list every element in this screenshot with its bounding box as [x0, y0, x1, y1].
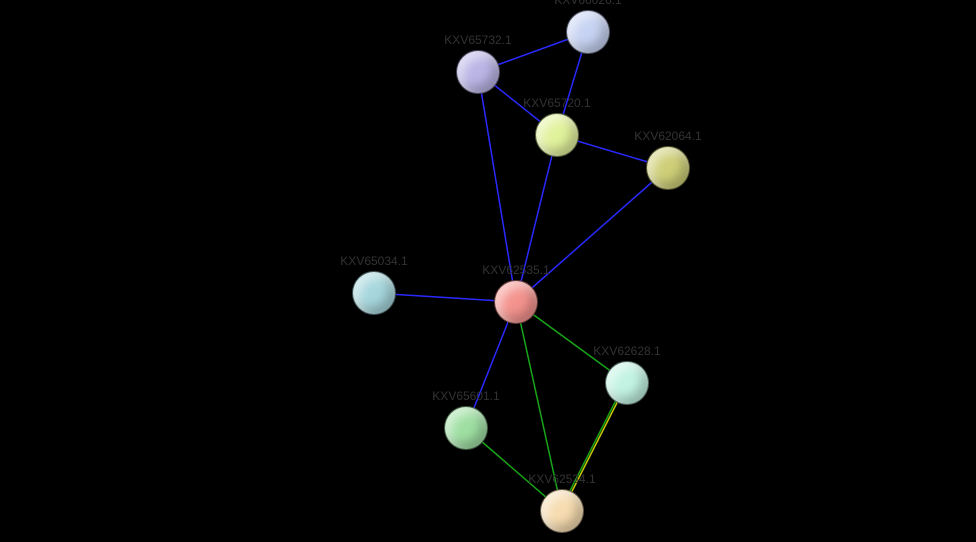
node[interactable]: KXV65732.1 — [456, 50, 500, 94]
node[interactable]: KXV62628.1 — [605, 361, 649, 405]
node-label: KXV65732.1 — [444, 33, 511, 47]
node[interactable]: KXV62535.1 — [494, 280, 538, 324]
node[interactable]: KXV65601.1 — [444, 406, 488, 450]
node[interactable]: KXV62064.1 — [646, 146, 690, 190]
edge — [516, 135, 557, 302]
node-label: KXV62628.1 — [593, 344, 660, 358]
node[interactable]: KXV66026.1 — [566, 10, 610, 54]
edge — [516, 302, 562, 511]
node[interactable]: KXV65720.1 — [535, 113, 579, 157]
node-label: KXV65601.1 — [432, 389, 499, 403]
edge — [478, 72, 516, 302]
node[interactable]: KXV65034.1 — [352, 271, 396, 315]
node[interactable]: KXV62534.1 — [540, 489, 584, 533]
node-label: KXV62535.1 — [482, 263, 549, 277]
node-label: KXV62064.1 — [634, 129, 701, 143]
node-label: KXV65034.1 — [340, 254, 407, 268]
network-canvas: KXV66026.1 KXV65732.1 KXV65720.1 KXV62064.1… — [0, 0, 976, 542]
node-label: KXV66026.1 — [554, 0, 621, 7]
node-label: KXV62534.1 — [528, 472, 595, 486]
edge — [516, 168, 668, 302]
node-label: KXV65720.1 — [523, 96, 590, 110]
